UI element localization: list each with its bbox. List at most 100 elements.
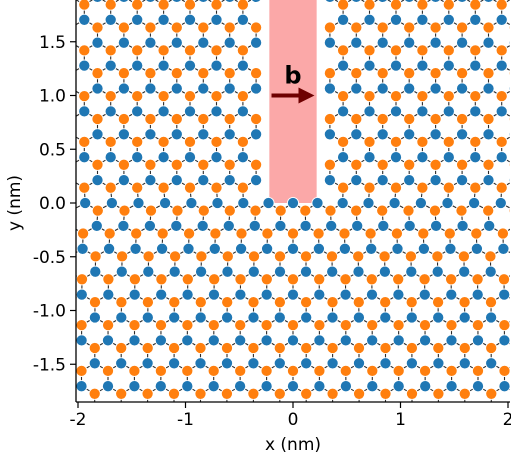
atom-sublattice-a [195,404,206,415]
atom-sublattice-a [445,380,458,393]
atom-sublattice-a [414,196,427,210]
atom-sublattice-a [78,105,91,118]
atom-sublattice-b [128,273,141,286]
atom-sublattice-b [403,112,416,126]
atom-sublattice-a [471,380,485,393]
atom-sublattice-b [378,250,391,263]
atom-sublattice-a [363,59,376,72]
atom-sublattice-a [508,176,510,184]
atom-sublattice-a [352,311,365,324]
atom-sublattice-a [168,265,181,278]
atom-sublattice-b [363,90,376,103]
atom-sublattice-a [157,13,170,26]
atom-sublattice-b [299,250,313,263]
atom-sublattice-b [183,44,197,57]
atom-sublattice-a [379,357,392,370]
atom-sublattice-a [183,13,197,26]
atom-sublattice-a [392,380,405,393]
atom-sublattice-a [154,380,167,393]
atom-sublattice-b [442,135,455,148]
atom-sublattice-b [326,296,339,309]
atom-sublattice-a [185,196,198,210]
atom-sublattice-b [170,112,183,126]
atom-sublattice-a [352,357,366,370]
atom-sublattice-b [170,21,183,34]
atom-sublattice-b [104,0,117,11]
atom-sublattice-a [118,0,130,3]
atom-sublattice-b [273,296,286,309]
atom-sublattice-a [405,357,418,370]
atom-sublattice-a [444,242,457,255]
atom-sublattice-a [350,128,363,141]
atom-sublattice-b [429,21,442,34]
atom-sublattice-a [431,265,444,278]
atom-sublattice-a [144,174,157,187]
atom-sublattice-a [207,288,221,301]
atom-sublattice-b [194,387,207,400]
atom-sublattice-a [392,334,405,347]
atom-sublattice-a [260,288,273,301]
x-axis-label: x (nm) [265,435,321,455]
atom-sublattice-a [337,151,350,164]
atom-sublattice-b [221,250,234,263]
atom-sublattice-b [117,67,130,80]
atom-sublattice-a [403,36,416,49]
atom-sublattice-a [170,82,183,95]
atom-sublattice-a [486,404,497,415]
atom-sublattice-b [181,319,194,332]
atom-sublattice-a [131,13,144,26]
atom-sublattice-a [339,380,352,393]
atom-sublattice-a [168,357,181,370]
atom-sublattice-a [182,242,195,255]
atom-sublattice-b [118,204,131,217]
atom-sublattice-b [379,296,392,309]
atom-sublattice-a [210,13,223,26]
atom-sublattice-b [337,135,350,148]
atom-sublattice-a [468,196,481,210]
atom-sublattice-a [378,265,391,278]
atom-sublattice-b [352,341,366,355]
atom-sublattice-a [417,242,430,255]
atom-sublattice-a [104,151,117,164]
atom-sublattice-a [350,36,363,49]
atom-sublattice-a [76,0,77,1]
atom-sublattice-a [419,380,432,393]
atom-sublattice-b [274,204,287,217]
atom-sublattice-a [337,105,350,118]
atom-sublattice-b [128,319,141,332]
atom-sublattice-a [495,105,508,118]
atom-sublattice-b [89,250,102,263]
atom-sublattice-a [91,174,104,187]
atom-sublattice-a [389,151,403,164]
atom-sublattice-a [419,334,432,347]
atom-sublattice-b [273,250,287,263]
atom-sublattice-b [223,158,236,171]
atom-sublattice-a [131,151,144,164]
atom-sublattice-b [168,341,181,355]
atom-sublattice-b [141,387,154,400]
atom-sublattice-a [234,380,247,393]
atom-sublattice-a [456,36,469,49]
atom-sublattice-a [459,404,470,415]
atom-sublattice-a [155,288,168,301]
atom-sublattice-a [482,36,495,49]
atom-sublattice-a [222,219,235,232]
atom-sublattice-b [76,69,78,77]
atom-sublattice-b [416,0,429,11]
atom-sublattice-a [247,265,260,278]
burgers-vector-label: b [284,62,301,90]
atom-sublattice-a [483,0,494,3]
atom-sublattice-b [418,273,431,286]
atom-sublattice-b [223,112,236,126]
atom-sublattice-a [376,128,389,141]
atom-sublattice-a [273,357,286,370]
atom-sublattice-a [323,36,336,49]
atom-sublattice-b [456,158,469,171]
atom-sublattice-a [376,36,389,49]
atom-sublattice-a [403,174,416,187]
atom-sublattice-a [416,105,429,118]
atom-sublattice-b [445,364,458,377]
atom-sublattice-b [416,44,429,57]
atom-sublattice-a [154,334,167,347]
atom-sublattice-a [456,128,469,141]
